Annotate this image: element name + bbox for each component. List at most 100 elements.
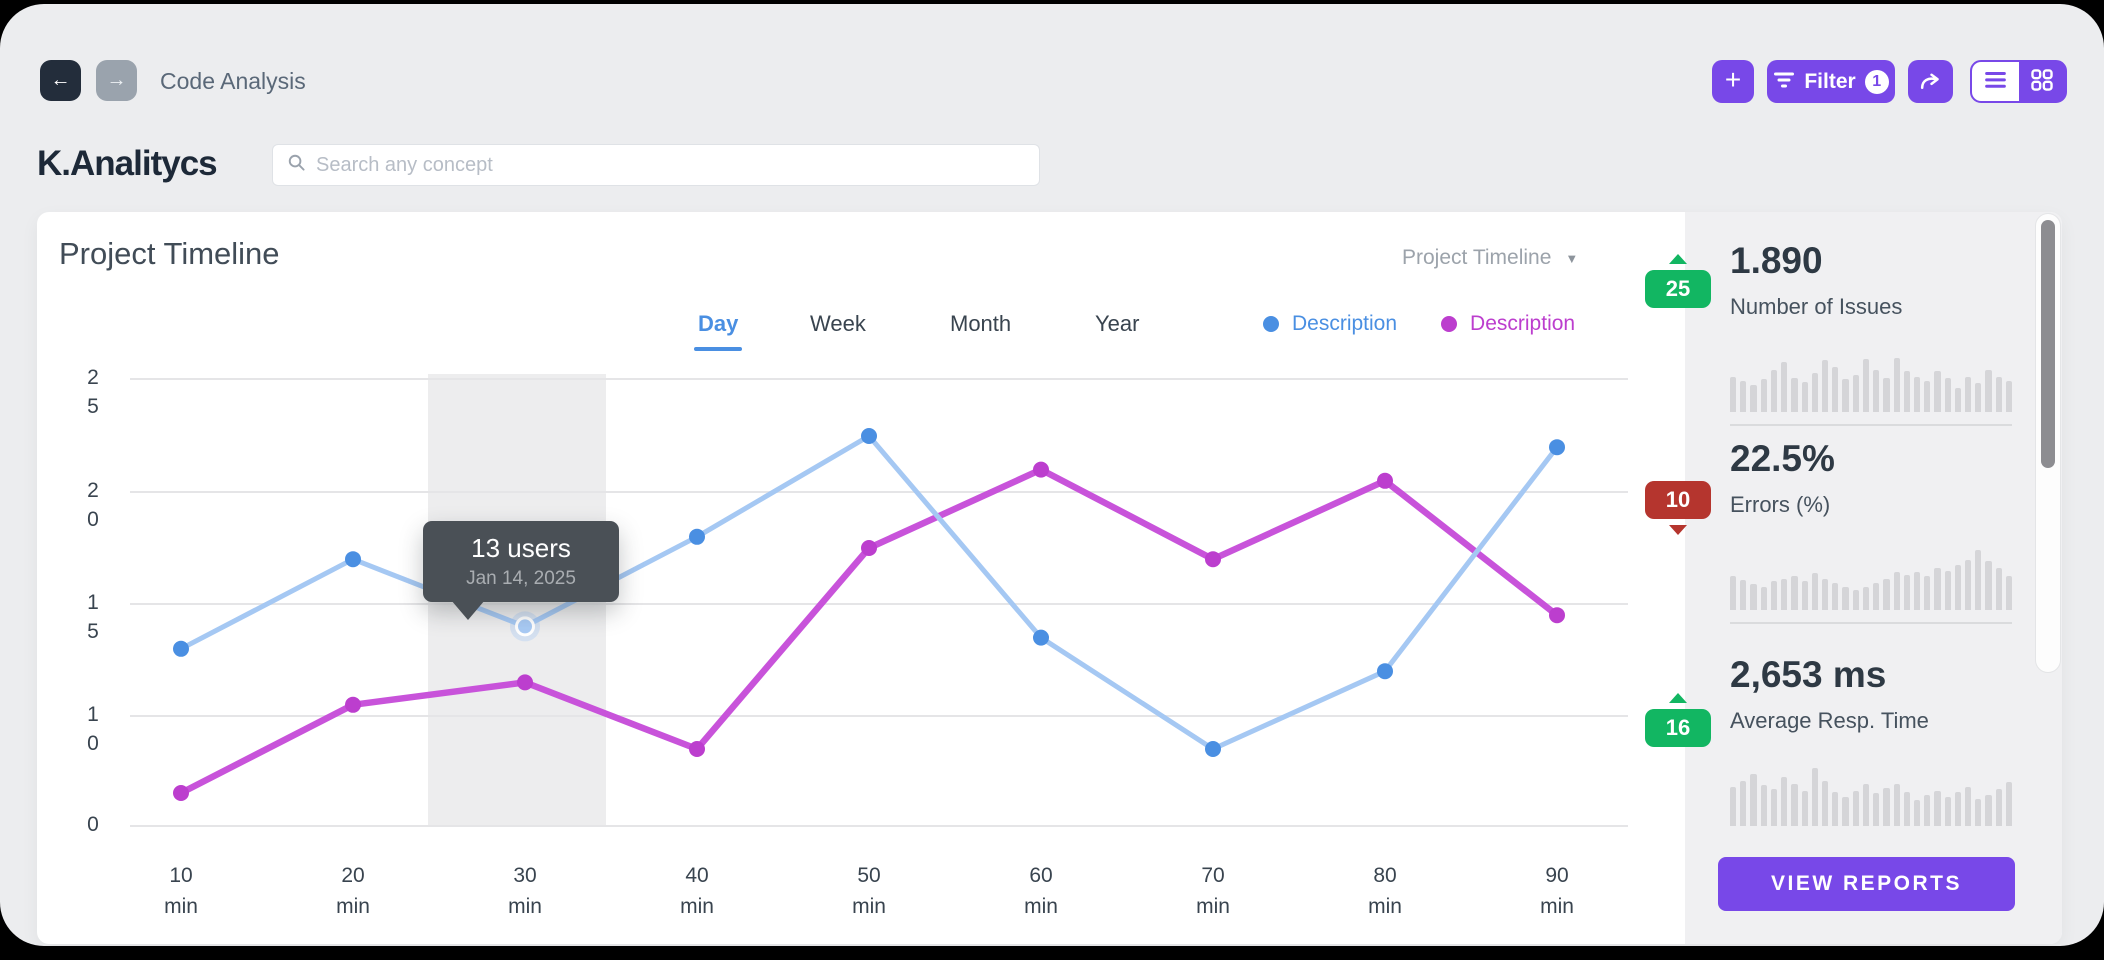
search-box xyxy=(272,144,1040,186)
spark-bar xyxy=(1750,385,1757,412)
stat-value: 2,653 ms xyxy=(1730,654,1887,695)
data-point xyxy=(1033,629,1049,646)
spark-bar xyxy=(1944,797,1951,826)
data-point xyxy=(1377,472,1393,489)
spark-bar xyxy=(1975,550,1982,610)
spark-bar xyxy=(1862,587,1870,610)
search-icon xyxy=(287,153,306,177)
spark-bar xyxy=(1883,378,1890,412)
spark-bar xyxy=(1873,793,1880,826)
share-button[interactable] xyxy=(1908,60,1953,103)
spark-bar xyxy=(1985,561,1992,610)
stat-badge-value: 16 xyxy=(1645,709,1711,747)
tab-day[interactable]: Day xyxy=(693,311,743,351)
spark-bar xyxy=(1791,576,1798,610)
spark-bar xyxy=(1913,377,1921,412)
chart-tooltip: 13 users Jan 14, 2025 xyxy=(423,521,619,620)
x-axis-label: 10 min xyxy=(164,864,198,918)
spark-bar xyxy=(1781,362,1788,412)
spark-bar xyxy=(1954,388,1962,412)
spark-bar xyxy=(1965,560,1972,610)
data-point xyxy=(345,551,361,568)
stat-trend-badge: 25 xyxy=(1645,254,1711,308)
legend-label: Description xyxy=(1292,312,1398,335)
stat-label: Errors (%) xyxy=(1730,492,1831,517)
filter-label: Filter xyxy=(1804,69,1856,93)
spark-bar xyxy=(1985,795,1992,826)
brand-logo: K.Analitycs xyxy=(37,144,218,183)
data-point xyxy=(1377,663,1393,680)
filter-count-badge: 1 xyxy=(1864,69,1889,94)
filter-icon xyxy=(1773,70,1795,94)
spark-bar xyxy=(1730,576,1737,610)
spark-bar xyxy=(1944,571,1951,610)
spark-bar xyxy=(1954,565,1962,610)
grid-icon xyxy=(2031,69,2053,94)
stat-badge-value: 25 xyxy=(1645,270,1711,308)
spark-bar xyxy=(1821,360,1829,412)
spark-bar xyxy=(2005,381,2013,412)
stat-label: Number of Issues xyxy=(1730,294,1903,319)
scrollbar-track[interactable] xyxy=(2035,213,2061,673)
spark-bar xyxy=(1740,381,1747,412)
dropdown-label: Project Timeline xyxy=(1402,246,1552,269)
spark-bar xyxy=(1903,575,1910,610)
spark-bar xyxy=(1903,371,1910,412)
filter-button[interactable]: Filter 1 xyxy=(1767,60,1895,103)
spark-bar xyxy=(1924,381,1931,412)
legend-item-series-2[interactable]: Description xyxy=(1441,312,1575,336)
sparkline-bars xyxy=(1730,344,2013,412)
stat-number-of-issues: 25 1.890 Number of Issues xyxy=(1645,240,2013,426)
spark-bar xyxy=(1852,375,1859,412)
legend-item-series-1[interactable]: Description xyxy=(1263,312,1397,336)
trend-up-icon xyxy=(1669,254,1687,264)
plus-icon: + xyxy=(1724,64,1742,95)
legend-label: Description xyxy=(1470,312,1576,335)
data-point xyxy=(689,528,705,545)
spark-bar xyxy=(1730,377,1737,412)
spark-bar xyxy=(1842,797,1849,826)
divider xyxy=(1730,622,2012,624)
x-axis-label: 50 min xyxy=(852,864,886,918)
spark-bar xyxy=(1740,781,1747,826)
legend-dot-blue xyxy=(1263,316,1279,332)
data-point xyxy=(345,696,361,713)
grid-view-button[interactable] xyxy=(2018,62,2065,101)
data-point xyxy=(861,428,877,444)
x-axis-label: 70 min xyxy=(1196,864,1230,918)
tab-week[interactable]: Week xyxy=(810,311,866,336)
spark-bar xyxy=(1801,791,1808,826)
x-axis-label: 20 min xyxy=(336,864,370,918)
spark-bar xyxy=(1811,573,1818,610)
active-data-point xyxy=(515,616,535,637)
spark-bar xyxy=(1883,788,1890,826)
tab-month[interactable]: Month xyxy=(950,311,1012,336)
spark-bar xyxy=(1832,367,1839,412)
tab-year[interactable]: Year xyxy=(1095,311,1140,336)
back-arrow-icon: ← xyxy=(50,69,71,91)
spark-bar xyxy=(1832,792,1839,826)
data-point xyxy=(173,785,189,801)
trend-down-icon xyxy=(1669,525,1687,535)
view-reports-button[interactable]: VIEW REPORTS xyxy=(1718,857,2015,911)
back-button[interactable]: ← xyxy=(40,60,81,101)
card-title: Project Timeline xyxy=(59,236,280,271)
spark-bar xyxy=(1924,795,1931,826)
spark-bar xyxy=(1770,370,1778,412)
spark-bar xyxy=(1975,383,1982,412)
search-input[interactable] xyxy=(316,153,1025,177)
scrollbar-thumb[interactable] xyxy=(2041,220,2055,468)
spark-bar xyxy=(1893,784,1900,826)
spark-bar xyxy=(1760,785,1767,826)
forward-button[interactable]: → xyxy=(96,60,137,101)
spark-bar xyxy=(1873,370,1880,412)
spark-bar xyxy=(2005,576,2013,610)
x-axis-label: 80 min xyxy=(1368,864,1402,918)
spark-bar xyxy=(1903,792,1910,826)
spark-bar xyxy=(1740,580,1747,610)
list-view-button[interactable] xyxy=(1972,62,2019,101)
add-button[interactable]: + xyxy=(1712,60,1754,103)
chart-type-dropdown[interactable]: Project Timeline ▼ xyxy=(1402,246,1578,270)
spark-bar xyxy=(1862,784,1870,826)
spark-bar xyxy=(1781,579,1788,610)
